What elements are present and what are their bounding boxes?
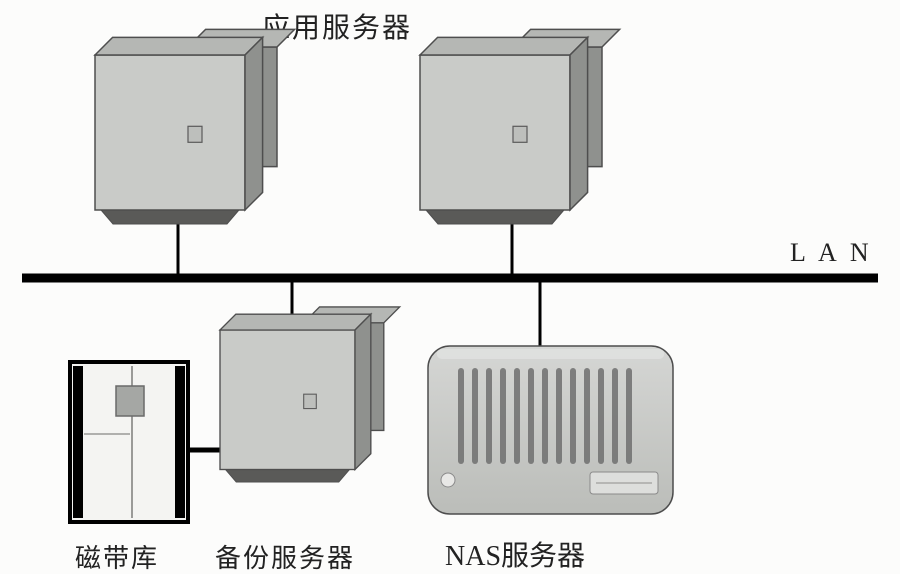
tape-library-icon [70, 362, 188, 522]
diagram-stage: 应用服务器 L A N 磁带库 备份服务器 NAS服务器 [0, 0, 900, 574]
nas-server-icon [428, 346, 673, 514]
backup-server-icon [220, 307, 400, 482]
app-server-2-icon [420, 29, 620, 224]
app-server-1-icon [95, 29, 295, 224]
diagram-svg [0, 0, 900, 574]
